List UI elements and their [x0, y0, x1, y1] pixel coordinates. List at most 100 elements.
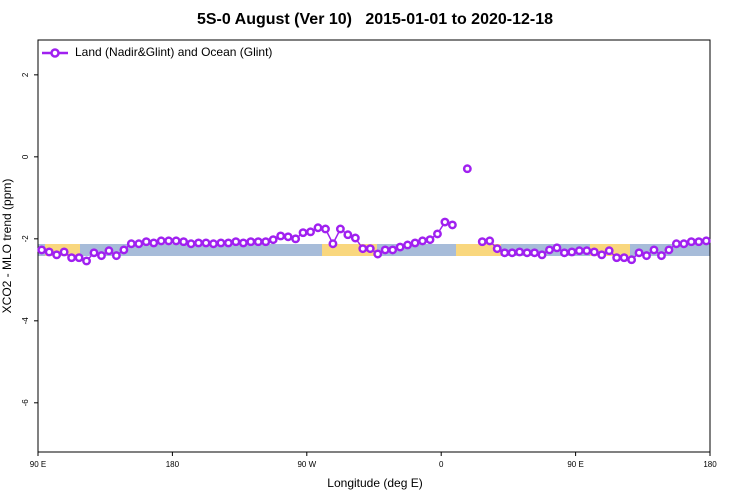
data-point	[179, 237, 189, 247]
data-point	[403, 240, 413, 250]
data-point	[343, 230, 353, 240]
data-point	[156, 236, 166, 246]
data-point	[328, 239, 338, 249]
data-point	[201, 238, 211, 248]
data-point	[567, 247, 577, 257]
data-point	[111, 251, 121, 261]
x-tick-label: 90 E	[30, 460, 46, 469]
chart-title: 5S-0 August (Ver 10) 2015-01-01 to 2020-…	[197, 11, 553, 28]
data-point	[418, 236, 427, 246]
data-point	[649, 245, 659, 255]
data-point	[642, 251, 651, 261]
data-point	[97, 251, 106, 261]
data-point	[261, 237, 271, 247]
data-point	[313, 223, 323, 233]
data-point	[276, 231, 286, 241]
data-point	[216, 238, 226, 248]
data-point	[410, 238, 420, 248]
plot-frame	[37, 39, 711, 453]
data-point	[395, 242, 405, 252]
data-point	[358, 244, 368, 254]
data-point	[447, 220, 457, 230]
y-axis-label: XCO2 - MLO trend (ppm)	[0, 179, 14, 314]
data-point	[634, 248, 644, 258]
data-point	[380, 245, 390, 255]
data-point	[126, 239, 136, 249]
data-point	[522, 248, 532, 258]
data-point	[686, 237, 696, 247]
data-point	[89, 248, 99, 258]
x-tick-label: 90 W	[297, 460, 316, 469]
data-point	[44, 247, 54, 257]
legend-marker	[50, 48, 60, 58]
data-point	[306, 227, 315, 237]
data-point	[253, 237, 263, 247]
data-point	[373, 249, 383, 259]
data-point	[552, 243, 562, 253]
data-point	[657, 251, 666, 261]
data-point	[194, 238, 203, 248]
data-point	[298, 228, 308, 238]
data-point	[238, 238, 248, 248]
data-point	[119, 245, 129, 255]
data-point	[477, 237, 487, 247]
data-point	[186, 239, 196, 249]
data-point	[231, 237, 241, 247]
data-point	[664, 245, 674, 255]
data-point	[67, 253, 77, 263]
x-tick-label: 180	[166, 460, 180, 469]
land-band	[456, 244, 501, 256]
data-point	[425, 235, 435, 245]
x-tick-label: 0	[439, 460, 444, 469]
data-point	[52, 250, 62, 260]
data-point	[268, 235, 278, 245]
data-point	[104, 246, 114, 256]
data-point	[223, 238, 233, 248]
data-point	[37, 245, 47, 255]
data-point	[283, 232, 293, 242]
data-point	[492, 244, 502, 254]
data-point	[500, 248, 510, 258]
data-point	[59, 247, 69, 257]
data-point	[671, 239, 681, 249]
data-point	[433, 229, 442, 239]
data-point	[530, 248, 539, 258]
y-tick-label: -2	[21, 235, 30, 243]
y-tick-label: 0	[21, 154, 30, 159]
data-point	[440, 217, 450, 227]
data-point	[164, 236, 174, 246]
data-point	[74, 253, 84, 263]
y-tick-label: -6	[21, 399, 30, 407]
data-point	[694, 237, 704, 247]
x-axis-label: Longitude (deg E)	[327, 476, 422, 490]
data-point	[515, 247, 525, 257]
data-point	[627, 255, 637, 265]
data-point	[701, 236, 711, 246]
data-point	[612, 253, 622, 263]
data-point	[574, 246, 584, 256]
legend-label: Land (Nadir&Glint) and Ocean (Glint)	[75, 45, 272, 59]
data-point	[291, 234, 301, 244]
data-point	[134, 239, 144, 249]
data-point	[597, 250, 607, 260]
data-point	[507, 248, 517, 258]
data-point	[537, 250, 547, 260]
data-point	[388, 245, 398, 255]
x-tick-label: 180	[703, 460, 717, 469]
data-point	[141, 237, 151, 247]
data-point	[171, 236, 181, 246]
data-point	[582, 246, 592, 256]
data-point	[82, 256, 91, 266]
data-point	[604, 246, 614, 256]
data-point	[462, 164, 472, 174]
data-point	[321, 224, 330, 234]
data-point	[350, 233, 360, 243]
data-point	[589, 247, 599, 257]
data-point	[485, 236, 495, 246]
data-point	[246, 237, 256, 247]
data-point	[679, 239, 689, 249]
data-point	[559, 248, 569, 258]
y-tick-label: -4	[21, 317, 30, 325]
data-point	[209, 239, 218, 249]
